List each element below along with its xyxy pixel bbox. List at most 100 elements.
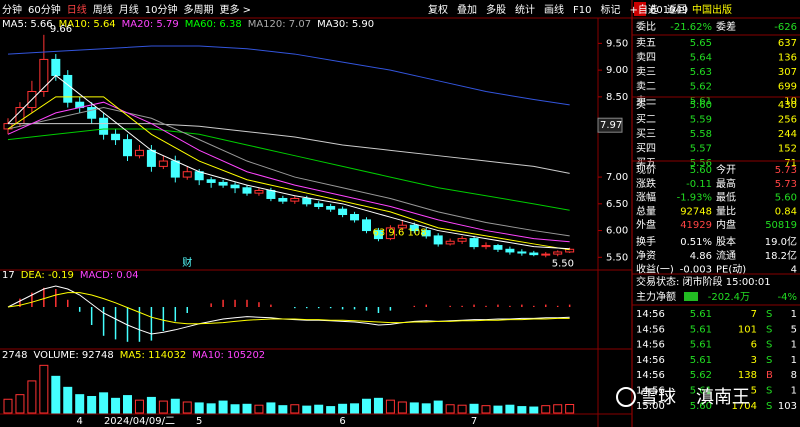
book-label: 买二 [636,114,656,126]
volume-bar [99,392,109,414]
x-label: 6 [339,416,345,427]
book-label: 卖二 [636,81,656,93]
volume-bar [397,401,407,414]
volume-bar [314,404,324,414]
candle-body [146,149,156,167]
trade-price: 5.61 [690,324,712,335]
action[interactable]: F10 [573,5,591,16]
candle-body [397,224,407,229]
candle-body [326,205,336,210]
candle-body [230,184,240,189]
action[interactable]: 统计 [515,3,535,16]
tab[interactable]: 日线 [67,3,87,16]
label: 外盘 [636,218,656,231]
trade-price: 5.61 [690,355,712,366]
watermark-logo [616,387,636,407]
flow-pct: -4% [778,292,797,303]
candle-body [529,252,539,256]
trade-count: 1 [791,386,797,397]
book-qty: 244 [778,129,797,140]
y-tick-label: 9.00 [606,65,628,76]
trade-side: S [766,324,772,335]
action[interactable]: 叠加 [457,4,477,16]
volume-legend: MA5: 114032 [120,350,187,361]
tab[interactable]: 10分钟 [145,3,178,16]
book-label: 卖五 [636,37,656,49]
tab[interactable]: 周线 [93,3,113,16]
label: 股本 [716,235,736,248]
trade-volume: 5 [751,386,757,397]
trade-time: 14:56 [636,324,665,335]
book-label: 买三 [636,128,656,140]
trade-time: 14:56 [636,340,665,351]
ma-line [7,96,570,251]
action[interactable]: 多股 [486,3,506,16]
x-label: 2024/04/09/二 [104,416,175,427]
action[interactable]: 标记 [600,4,620,16]
ma-line [8,123,570,174]
label: 委比 [636,20,656,33]
volume-bar [158,400,168,414]
candle-body [218,181,228,186]
tab[interactable]: 多周期 [183,3,213,16]
volume-bar [469,403,479,414]
volume-bar [170,398,180,414]
book-price: 5.56 [690,158,712,169]
ma-legend: MA20: 5.79 [122,19,179,30]
book-label: 卖四 [636,52,656,64]
volume-bar [553,404,563,414]
value: -21.62% [670,22,712,33]
trade-volume: 7 [751,309,757,320]
trade-side: B [766,370,773,381]
label: 今开 [716,163,736,176]
value: 0.51% [680,237,712,248]
volume-bar [421,403,431,414]
candle-body [553,251,563,255]
volume-bar [565,403,575,414]
event-marker: 财 [182,256,192,269]
tab[interactable]: 分钟 [2,3,22,16]
label: 现价 [636,164,656,176]
badge [634,2,646,16]
tab[interactable]: 月线 [119,3,139,16]
candle-body [350,214,360,221]
ma-legend: MA120: 7.07 [248,19,311,30]
book-qty: 136 [778,53,797,64]
candle-body [481,245,491,248]
volume-bar [278,405,288,414]
volume-bar [493,405,503,414]
action[interactable]: 返回 [667,4,687,16]
candle-body [505,248,515,253]
trade-side: S [766,309,772,320]
value: 19.0亿 [765,235,797,248]
value: 92748 [680,206,712,217]
action[interactable]: 复权 [428,3,448,16]
ma-legend: MA60: 6.38 [185,19,242,30]
volume-bar [194,402,204,414]
trade-volume: 101 [738,324,757,335]
volume-bar [242,403,252,414]
candle-body [314,203,324,207]
ma-legend: MA10: 5.64 [59,19,116,30]
y-tick-label: 7.00 [606,172,628,183]
y-tick-label: 8.50 [606,92,628,103]
value: -1.93% [677,193,712,204]
cursor-price: 7.97 [600,120,622,131]
trade-price: 5.61 [690,309,712,320]
value: -626 [774,22,797,33]
cursor-price-box [597,117,623,133]
book-price: 5.64 [690,53,712,64]
candle-body [302,197,312,205]
book-qty: 637 [778,38,797,49]
flow-value: -202.4万 [708,292,750,303]
volume-bar [373,397,383,414]
volume-bar [481,405,491,414]
tab[interactable]: 60分钟 [28,3,61,16]
flow-bar [684,292,698,301]
action[interactable]: +自选 [629,3,657,16]
candle-body [134,149,144,157]
action[interactable]: 画线 [544,3,564,16]
volume-bar [290,404,300,414]
tab[interactable]: 更多 > [219,3,251,16]
volume-bar [266,402,276,414]
